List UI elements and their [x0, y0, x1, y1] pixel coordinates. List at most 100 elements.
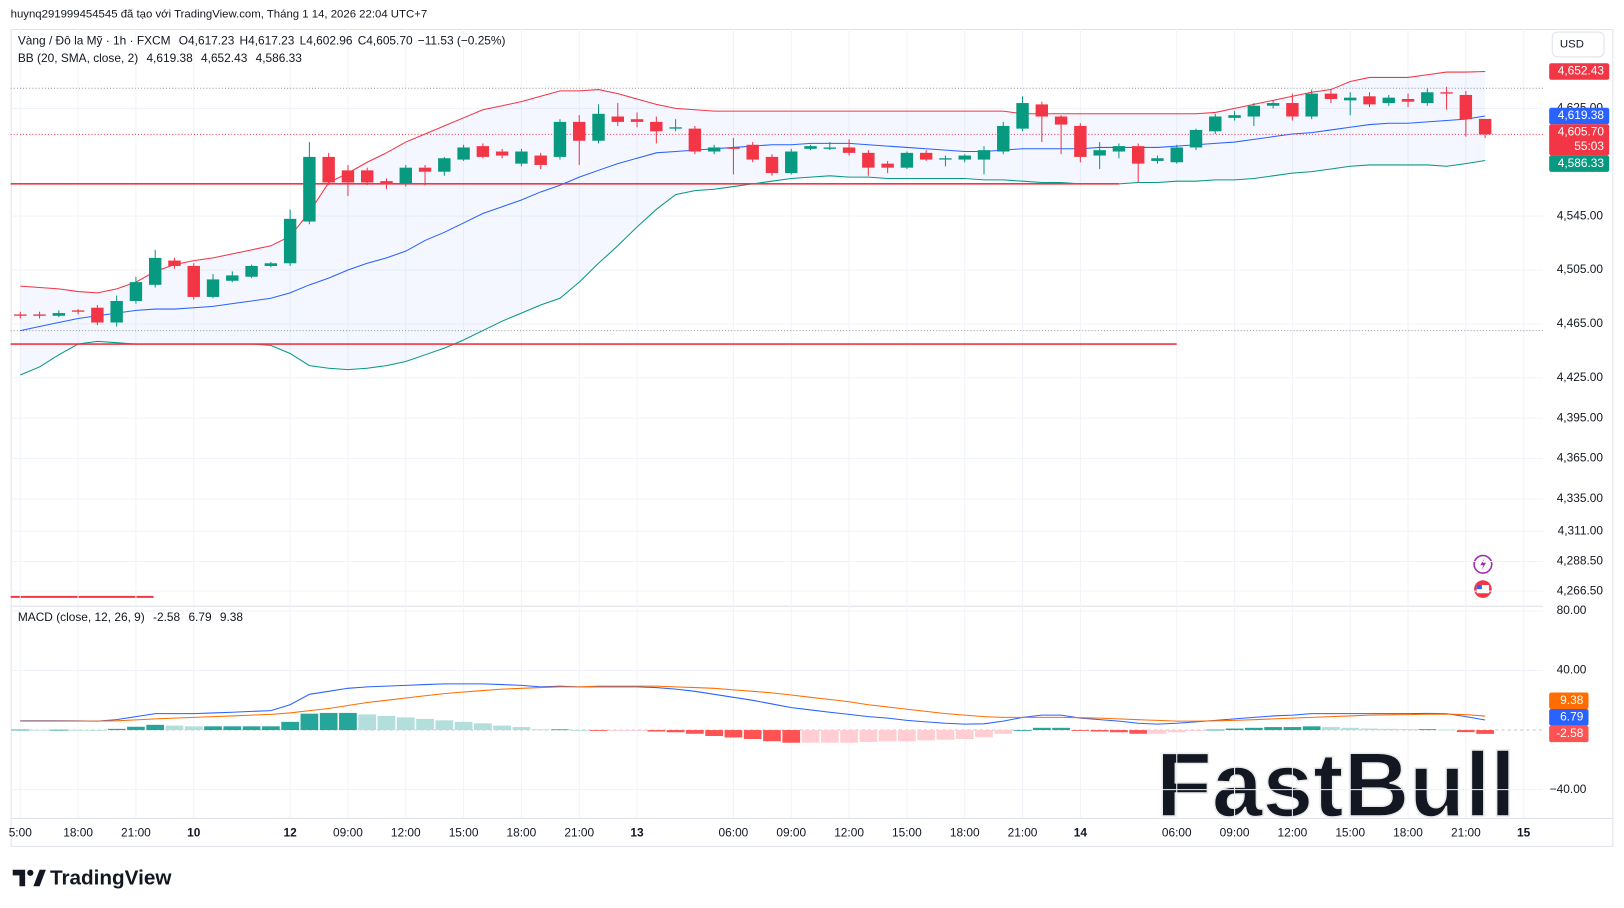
lightning-icon [1480, 558, 1487, 571]
histogram-bar [801, 730, 820, 743]
y-tick-label: 4,335.00 [1557, 491, 1604, 505]
candle-body [1228, 115, 1241, 118]
x-tick-label: 12:00 [834, 826, 864, 840]
candle-body [688, 128, 702, 152]
logo-dot [27, 869, 34, 876]
candle-body [129, 282, 143, 301]
histogram-bar [88, 730, 107, 731]
x-tick-label: 18:00 [950, 826, 980, 840]
histogram-bar [1437, 729, 1456, 731]
histogram-bar [1476, 730, 1494, 734]
histogram-bar [204, 726, 222, 731]
candle-body [1343, 97, 1357, 101]
histogram-bar [975, 730, 993, 738]
histogram-bar [281, 721, 299, 731]
candle-body [1266, 103, 1280, 106]
candle-body [1401, 99, 1415, 102]
y-tick-label: 4,465.00 [1557, 316, 1604, 330]
legend-text: C [358, 34, 367, 48]
histogram-bar [223, 726, 242, 731]
histogram-bar [840, 730, 858, 743]
x-tick-label: 09:00 [333, 826, 363, 840]
axis-tag-label: 6.79 [1560, 709, 1584, 723]
x-tick-label: 09:00 [1220, 826, 1250, 840]
histogram-bar [11, 729, 30, 731]
candle-body [1421, 92, 1434, 104]
candle-body [1074, 125, 1087, 157]
candle-body [611, 116, 624, 122]
histogram-bar [69, 729, 87, 731]
histogram-bar [1206, 729, 1225, 731]
x-tick-label: 18:00 [507, 826, 537, 840]
candle-body [727, 147, 740, 149]
histogram-bar [1244, 727, 1263, 731]
x-tick-label: 09:00 [776, 826, 806, 840]
candle-body [650, 121, 663, 132]
histogram-bar [628, 730, 646, 731]
candle-body [862, 152, 875, 168]
x-tick-label: 15:00 [1335, 826, 1365, 840]
y-tick-label: 4,365.00 [1557, 451, 1604, 465]
histogram-bar [666, 730, 685, 733]
candle-body [380, 181, 393, 184]
axis-tag [1549, 692, 1589, 710]
histogram-bar [1187, 730, 1205, 731]
x-tick-label: 21:00 [121, 826, 151, 840]
histogram-bar [570, 730, 589, 731]
band-line [20, 71, 1486, 294]
candle-body [1035, 104, 1049, 117]
histogram-bar [820, 730, 839, 743]
currency-label: USD [1560, 39, 1584, 51]
histogram-bar [49, 729, 68, 731]
x-tick-label: 12:00 [391, 826, 421, 840]
y-tick-label: 4,395.00 [1557, 410, 1604, 424]
x-tick-label: 21:00 [564, 826, 594, 840]
candle-body [1170, 147, 1183, 163]
attribution: huynq291999454545 đã tạo với TradingView… [11, 8, 428, 20]
currency-button[interactable] [1551, 31, 1605, 58]
legend-text: Vàng / Đô la Mỹ · 1h · FXCM [18, 34, 171, 48]
candle-body [495, 151, 509, 156]
histogram-bar [1456, 730, 1475, 733]
histogram-bar [1341, 727, 1360, 731]
candle-body [765, 156, 779, 174]
histogram-bar [1032, 727, 1051, 731]
axis-tag [1549, 124, 1610, 156]
candle-body [1093, 150, 1106, 156]
histogram-bar [551, 729, 569, 731]
histogram-bar [1148, 730, 1167, 734]
candle-body [1209, 116, 1222, 132]
candle-body [534, 155, 547, 165]
histogram-bar [261, 726, 280, 731]
candle-body [573, 121, 586, 141]
candle-body [476, 146, 490, 157]
histogram-bar [319, 712, 338, 731]
y-tick-label: 4,288.50 [1557, 554, 1604, 568]
legend-text: MACD (close, 12, 26, 9) [18, 610, 145, 624]
candle-body [33, 314, 46, 316]
legend-text: 4,619.38 [146, 51, 193, 65]
y-tick-label: −40.00 [1550, 782, 1587, 796]
histogram-bar [184, 726, 203, 731]
histogram-bar [493, 725, 511, 731]
candle-body [1459, 94, 1473, 120]
x-tick-label: 06:00 [719, 826, 749, 840]
y-tick-label: 4,545.00 [1557, 208, 1604, 222]
y-tick-label: 4,425.00 [1557, 370, 1604, 384]
candle-body [14, 314, 27, 316]
candle-body [1131, 146, 1145, 164]
y-tick-label: 4,266.50 [1557, 583, 1604, 597]
histogram-bar [898, 730, 916, 742]
candle-body [438, 158, 451, 172]
candle-body [919, 152, 933, 160]
legend-text: 4,652.43 [201, 51, 248, 65]
histogram-bar [396, 717, 415, 731]
axis-tag [1549, 155, 1610, 172]
candle-body [1112, 146, 1126, 152]
x-tick-label: 12:00 [1278, 826, 1308, 840]
histogram-bar [512, 727, 531, 731]
histogram-bar [531, 729, 550, 731]
histogram-bar [686, 730, 704, 734]
candle-body [283, 218, 297, 264]
histogram-bar [782, 730, 801, 743]
